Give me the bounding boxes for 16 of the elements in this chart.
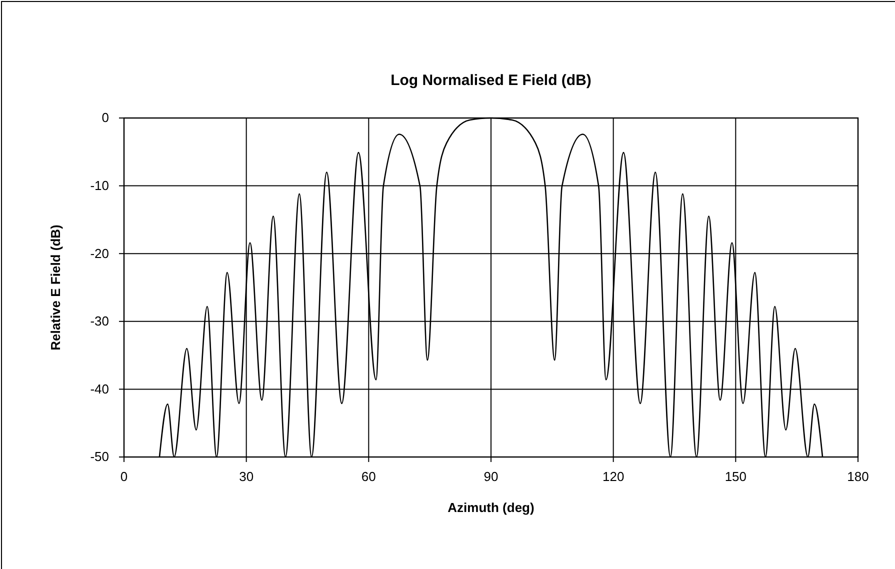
- x-axis-title: Azimuth (deg): [448, 500, 534, 515]
- x-tick-label: 90: [484, 469, 498, 484]
- x-tick-label: 60: [361, 469, 376, 484]
- x-tick-label: 0: [120, 469, 128, 484]
- x-tick-label: 120: [602, 469, 624, 484]
- x-tick-label: 30: [239, 469, 254, 484]
- y-tick-label: 0: [102, 110, 109, 126]
- y-tick-label: -10: [90, 178, 109, 193]
- y-tick-label: -20: [90, 246, 109, 261]
- x-tick-label: 150: [724, 469, 747, 484]
- y-axis-title: Relative E Field (dB): [48, 224, 63, 350]
- y-tick-label: -40: [90, 381, 109, 396]
- y-tick-label: -50: [90, 449, 109, 464]
- chart-title: Log Normalised E Field (dB): [390, 72, 592, 89]
- x-tick-label: 180: [847, 469, 869, 484]
- y-tick-label: -30: [90, 314, 109, 329]
